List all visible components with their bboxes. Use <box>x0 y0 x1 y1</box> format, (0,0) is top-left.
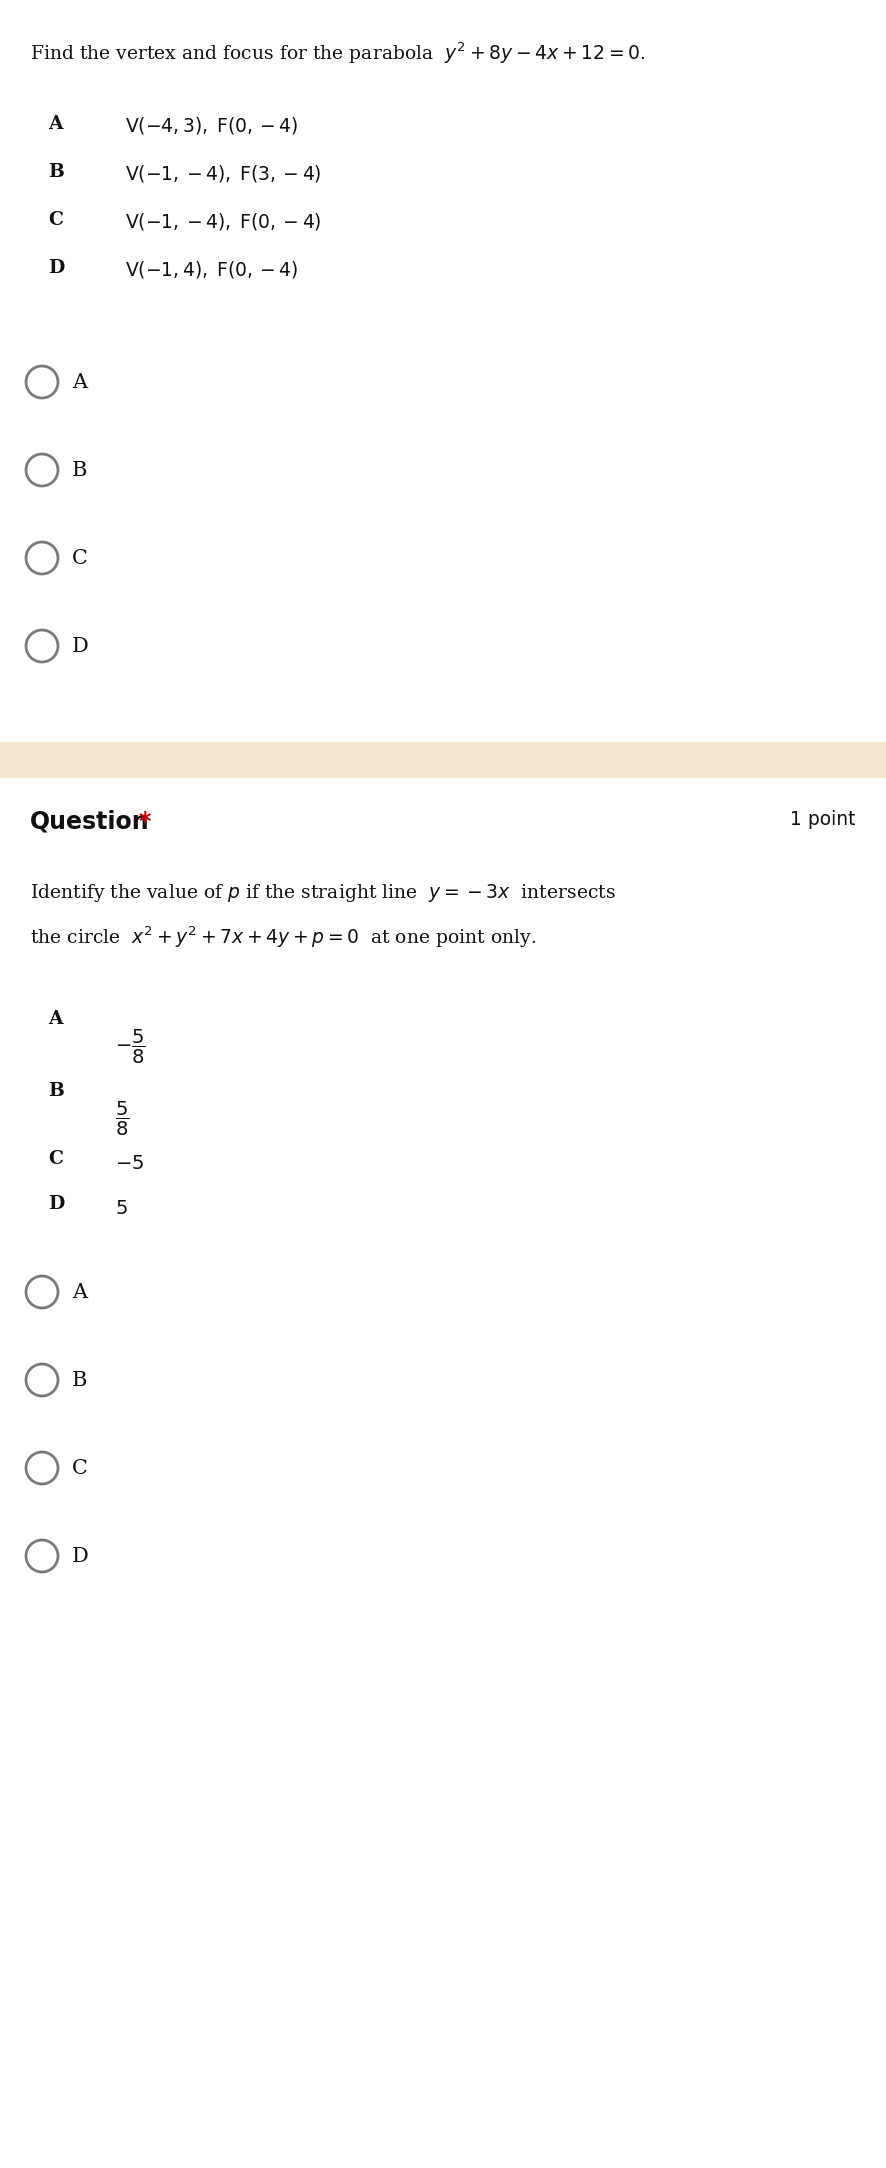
Text: D: D <box>48 1195 65 1214</box>
Text: B: B <box>72 460 88 479</box>
Text: A: A <box>48 115 63 132</box>
Text: D: D <box>48 258 65 278</box>
Text: Find the vertex and focus for the parabola  $y^2 + 8y - 4x + 12 = 0$.: Find the vertex and focus for the parabo… <box>30 39 646 65</box>
Text: $\mathrm{V}(-1,4),\;\mathrm{F}(0,-4)$: $\mathrm{V}(-1,4),\;\mathrm{F}(0,-4)$ <box>125 258 299 280</box>
Text: $\dfrac{5}{8}$: $\dfrac{5}{8}$ <box>115 1099 129 1138</box>
Text: Identify the value of $p$ if the straight line  $y = -3x$  intersects: Identify the value of $p$ if the straigh… <box>30 882 616 904</box>
Text: Question: Question <box>30 811 150 835</box>
Text: *: * <box>138 811 151 835</box>
Text: the circle  $x^2 + y^2 + 7x + 4y + p = 0$  at one point only.: the circle $x^2 + y^2 + 7x + 4y + p = 0$… <box>30 924 536 950</box>
Text: B: B <box>72 1370 88 1390</box>
Text: $-5$: $-5$ <box>115 1156 144 1173</box>
Text: $\mathrm{V}(-1,-4),\;\mathrm{F}(0,-4)$: $\mathrm{V}(-1,-4),\;\mathrm{F}(0,-4)$ <box>125 210 322 232</box>
Text: C: C <box>72 1459 88 1479</box>
Text: B: B <box>48 1082 64 1099</box>
Text: $\mathrm{V}(-1,-4),\;\mathrm{F}(3,-4)$: $\mathrm{V}(-1,-4),\;\mathrm{F}(3,-4)$ <box>125 163 322 184</box>
Text: $-\dfrac{5}{8}$: $-\dfrac{5}{8}$ <box>115 1028 145 1067</box>
Text: $\mathrm{V}(-4,3),\;\mathrm{F}(0,-4)$: $\mathrm{V}(-4,3),\;\mathrm{F}(0,-4)$ <box>125 115 299 137</box>
Text: D: D <box>72 637 89 655</box>
Text: A: A <box>48 1010 63 1028</box>
Text: C: C <box>72 549 88 568</box>
Text: 1 point: 1 point <box>790 811 856 828</box>
Text: $5$: $5$ <box>115 1201 128 1218</box>
Text: C: C <box>48 210 63 230</box>
Text: A: A <box>72 373 87 392</box>
Text: C: C <box>48 1149 63 1169</box>
Text: D: D <box>72 1546 89 1565</box>
Text: A: A <box>72 1283 87 1301</box>
Bar <box>0 741 886 778</box>
Text: B: B <box>48 163 64 180</box>
